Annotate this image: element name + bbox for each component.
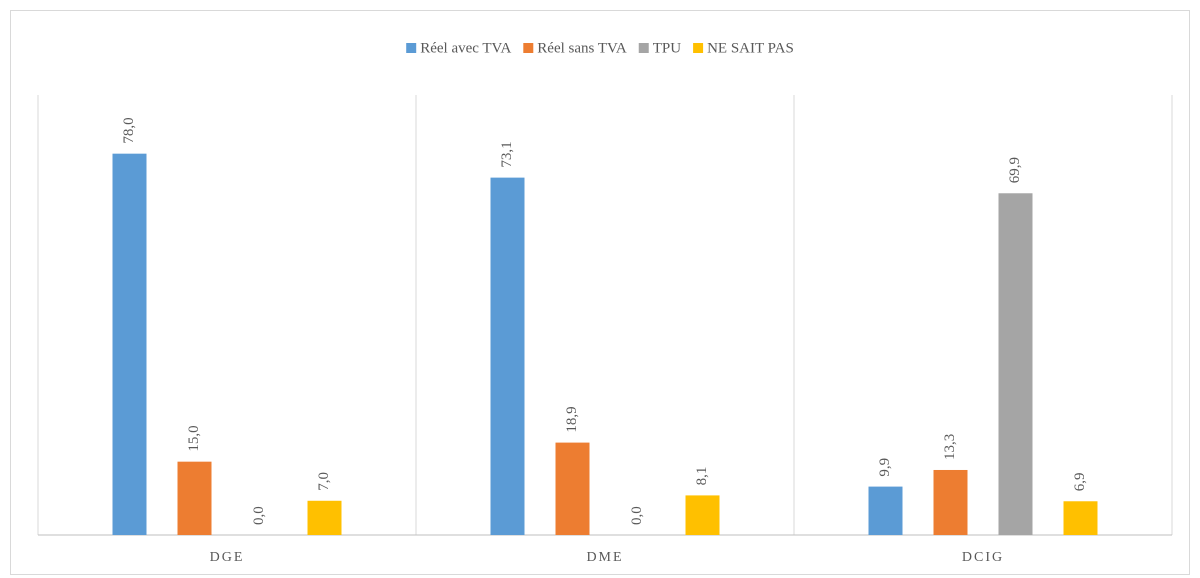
bar [307, 500, 342, 535]
bar [555, 442, 590, 535]
bar [685, 495, 720, 535]
legend-swatch [693, 43, 704, 53]
legend-label: NE SAIT PAS [707, 40, 794, 56]
bar [933, 469, 968, 535]
x-tick-label: DGE [210, 550, 245, 565]
data-label: 0,0 [251, 506, 267, 525]
bar [177, 461, 212, 535]
data-label: 78,0 [121, 117, 137, 143]
x-tick-label: DCIG [962, 550, 1004, 565]
legend-swatch [523, 43, 534, 53]
data-label: 18,9 [564, 406, 580, 432]
legend-label: Réel sans TVA [537, 40, 627, 56]
bar [1063, 501, 1098, 535]
data-label: 0,0 [629, 506, 645, 525]
data-label: 13,3 [942, 434, 958, 460]
data-label: 9,9 [877, 458, 893, 477]
legend-swatch [406, 43, 417, 53]
legend-label: TPU [653, 40, 682, 56]
bar [998, 193, 1033, 535]
data-label: 73,1 [499, 141, 515, 167]
data-label: 6,9 [1072, 473, 1088, 492]
legend-label: Réel avec TVA [420, 40, 511, 56]
data-label: 8,1 [694, 467, 710, 486]
bar [490, 177, 525, 535]
data-label: 7,0 [316, 472, 332, 491]
bar [868, 486, 903, 535]
legend-swatch [638, 43, 649, 53]
x-tick-label: DME [586, 550, 623, 565]
data-label: 69,9 [1007, 157, 1023, 183]
bar [112, 153, 147, 535]
data-label: 15,0 [186, 425, 202, 451]
